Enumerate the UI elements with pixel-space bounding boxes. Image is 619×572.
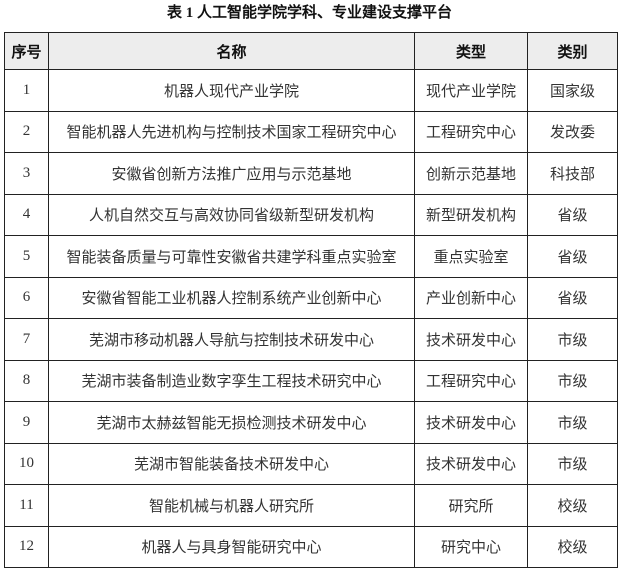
cell-name: 安徽省智能工业机器人控制系统产业创新中心: [48, 276, 415, 319]
cell-index: 5: [4, 235, 49, 278]
cell-name: 芜湖市装备制造业数字孪生工程技术研究中心: [48, 359, 415, 402]
header-name: 名称: [48, 32, 415, 70]
cell-category: 发改委: [527, 110, 618, 153]
table-row: 6 安徽省智能工业机器人控制系统产业创新中心 产业创新中心 省级: [4, 276, 618, 319]
cell-index: 4: [4, 193, 49, 236]
table-header-row: 序号 名称 类型 类别: [4, 32, 618, 70]
table-row: 4 人机自然交互与高效协同省级新型研发机构 新型研发机构 省级: [4, 193, 618, 236]
table-row: 10 芜湖市智能装备技术研发中心 技术研发中心 市级: [4, 442, 618, 485]
cell-type: 重点实验室: [414, 235, 528, 278]
cell-index: 1: [4, 69, 49, 112]
table-row: 12 机器人与具身智能研究中心 研究中心 校级: [4, 525, 618, 568]
header-category: 类别: [527, 32, 618, 70]
table-row: 5 智能装备质量与可靠性安徽省共建学科重点实验室 重点实验室 省级: [4, 235, 618, 278]
platform-table: 序号 名称 类型 类别 1 机器人现代产业学院 现代产业学院 国家级 2 智能机器人先进机…: [4, 32, 618, 568]
header-index: 序号: [4, 32, 49, 70]
table-row: 1 机器人现代产业学院 现代产业学院 国家级: [4, 69, 618, 112]
cell-name: 智能装备质量与可靠性安徽省共建学科重点实验室: [48, 235, 415, 278]
cell-category: 市级: [527, 359, 618, 402]
cell-index: 6: [4, 276, 49, 319]
cell-category: 市级: [527, 442, 618, 485]
cell-index: 7: [4, 318, 49, 361]
cell-type: 工程研究中心: [414, 110, 528, 153]
cell-index: 3: [4, 152, 49, 195]
cell-name: 人机自然交互与高效协同省级新型研发机构: [48, 193, 415, 236]
cell-category: 校级: [527, 484, 618, 527]
cell-index: 12: [4, 525, 49, 568]
cell-name: 机器人现代产业学院: [48, 69, 415, 112]
table-row: 7 芜湖市移动机器人导航与控制技术研发中心 技术研发中心 市级: [4, 318, 618, 361]
cell-category: 校级: [527, 525, 618, 568]
cell-category: 省级: [527, 193, 618, 236]
cell-category: 国家级: [527, 69, 618, 112]
cell-category: 市级: [527, 318, 618, 361]
cell-type: 新型研发机构: [414, 193, 528, 236]
table-row: 2 智能机器人先进机构与控制技术国家工程研究中心 工程研究中心 发改委: [4, 110, 618, 153]
cell-type: 技术研发中心: [414, 318, 528, 361]
cell-index: 8: [4, 359, 49, 402]
cell-index: 11: [4, 484, 49, 527]
cell-type: 创新示范基地: [414, 152, 528, 195]
table-row: 11 智能机械与机器人研究所 研究所 校级: [4, 484, 618, 527]
cell-name: 智能机器人先进机构与控制技术国家工程研究中心: [48, 110, 415, 153]
cell-type: 工程研究中心: [414, 359, 528, 402]
cell-name: 芜湖市太赫兹智能无损检测技术研发中心: [48, 401, 415, 444]
cell-name: 机器人与具身智能研究中心: [48, 525, 415, 568]
header-type: 类型: [414, 32, 528, 70]
cell-index: 2: [4, 110, 49, 153]
cell-category: 市级: [527, 401, 618, 444]
cell-category: 省级: [527, 276, 618, 319]
cell-type: 现代产业学院: [414, 69, 528, 112]
cell-name: 芜湖市智能装备技术研发中心: [48, 442, 415, 485]
cell-name: 智能机械与机器人研究所: [48, 484, 415, 527]
cell-type: 技术研发中心: [414, 442, 528, 485]
cell-type: 产业创新中心: [414, 276, 528, 319]
table-row: 3 安徽省创新方法推广应用与示范基地 创新示范基地 科技部: [4, 152, 618, 195]
table-row: 8 芜湖市装备制造业数字孪生工程技术研究中心 工程研究中心 市级: [4, 359, 618, 402]
table-title: 表 1 人工智能学院学科、专业建设支撑平台: [166, 5, 452, 21]
cell-type: 技术研发中心: [414, 401, 528, 444]
cell-name: 安徽省创新方法推广应用与示范基地: [48, 152, 415, 195]
cell-index: 9: [4, 401, 49, 444]
cell-index: 10: [4, 442, 49, 485]
cell-type: 研究中心: [414, 525, 528, 568]
cell-type: 研究所: [414, 484, 528, 527]
cell-category: 科技部: [527, 152, 618, 195]
cell-name: 芜湖市移动机器人导航与控制技术研发中心: [48, 318, 415, 361]
cell-category: 省级: [527, 235, 618, 278]
table-row: 9 芜湖市太赫兹智能无损检测技术研发中心 技术研发中心 市级: [4, 401, 618, 444]
